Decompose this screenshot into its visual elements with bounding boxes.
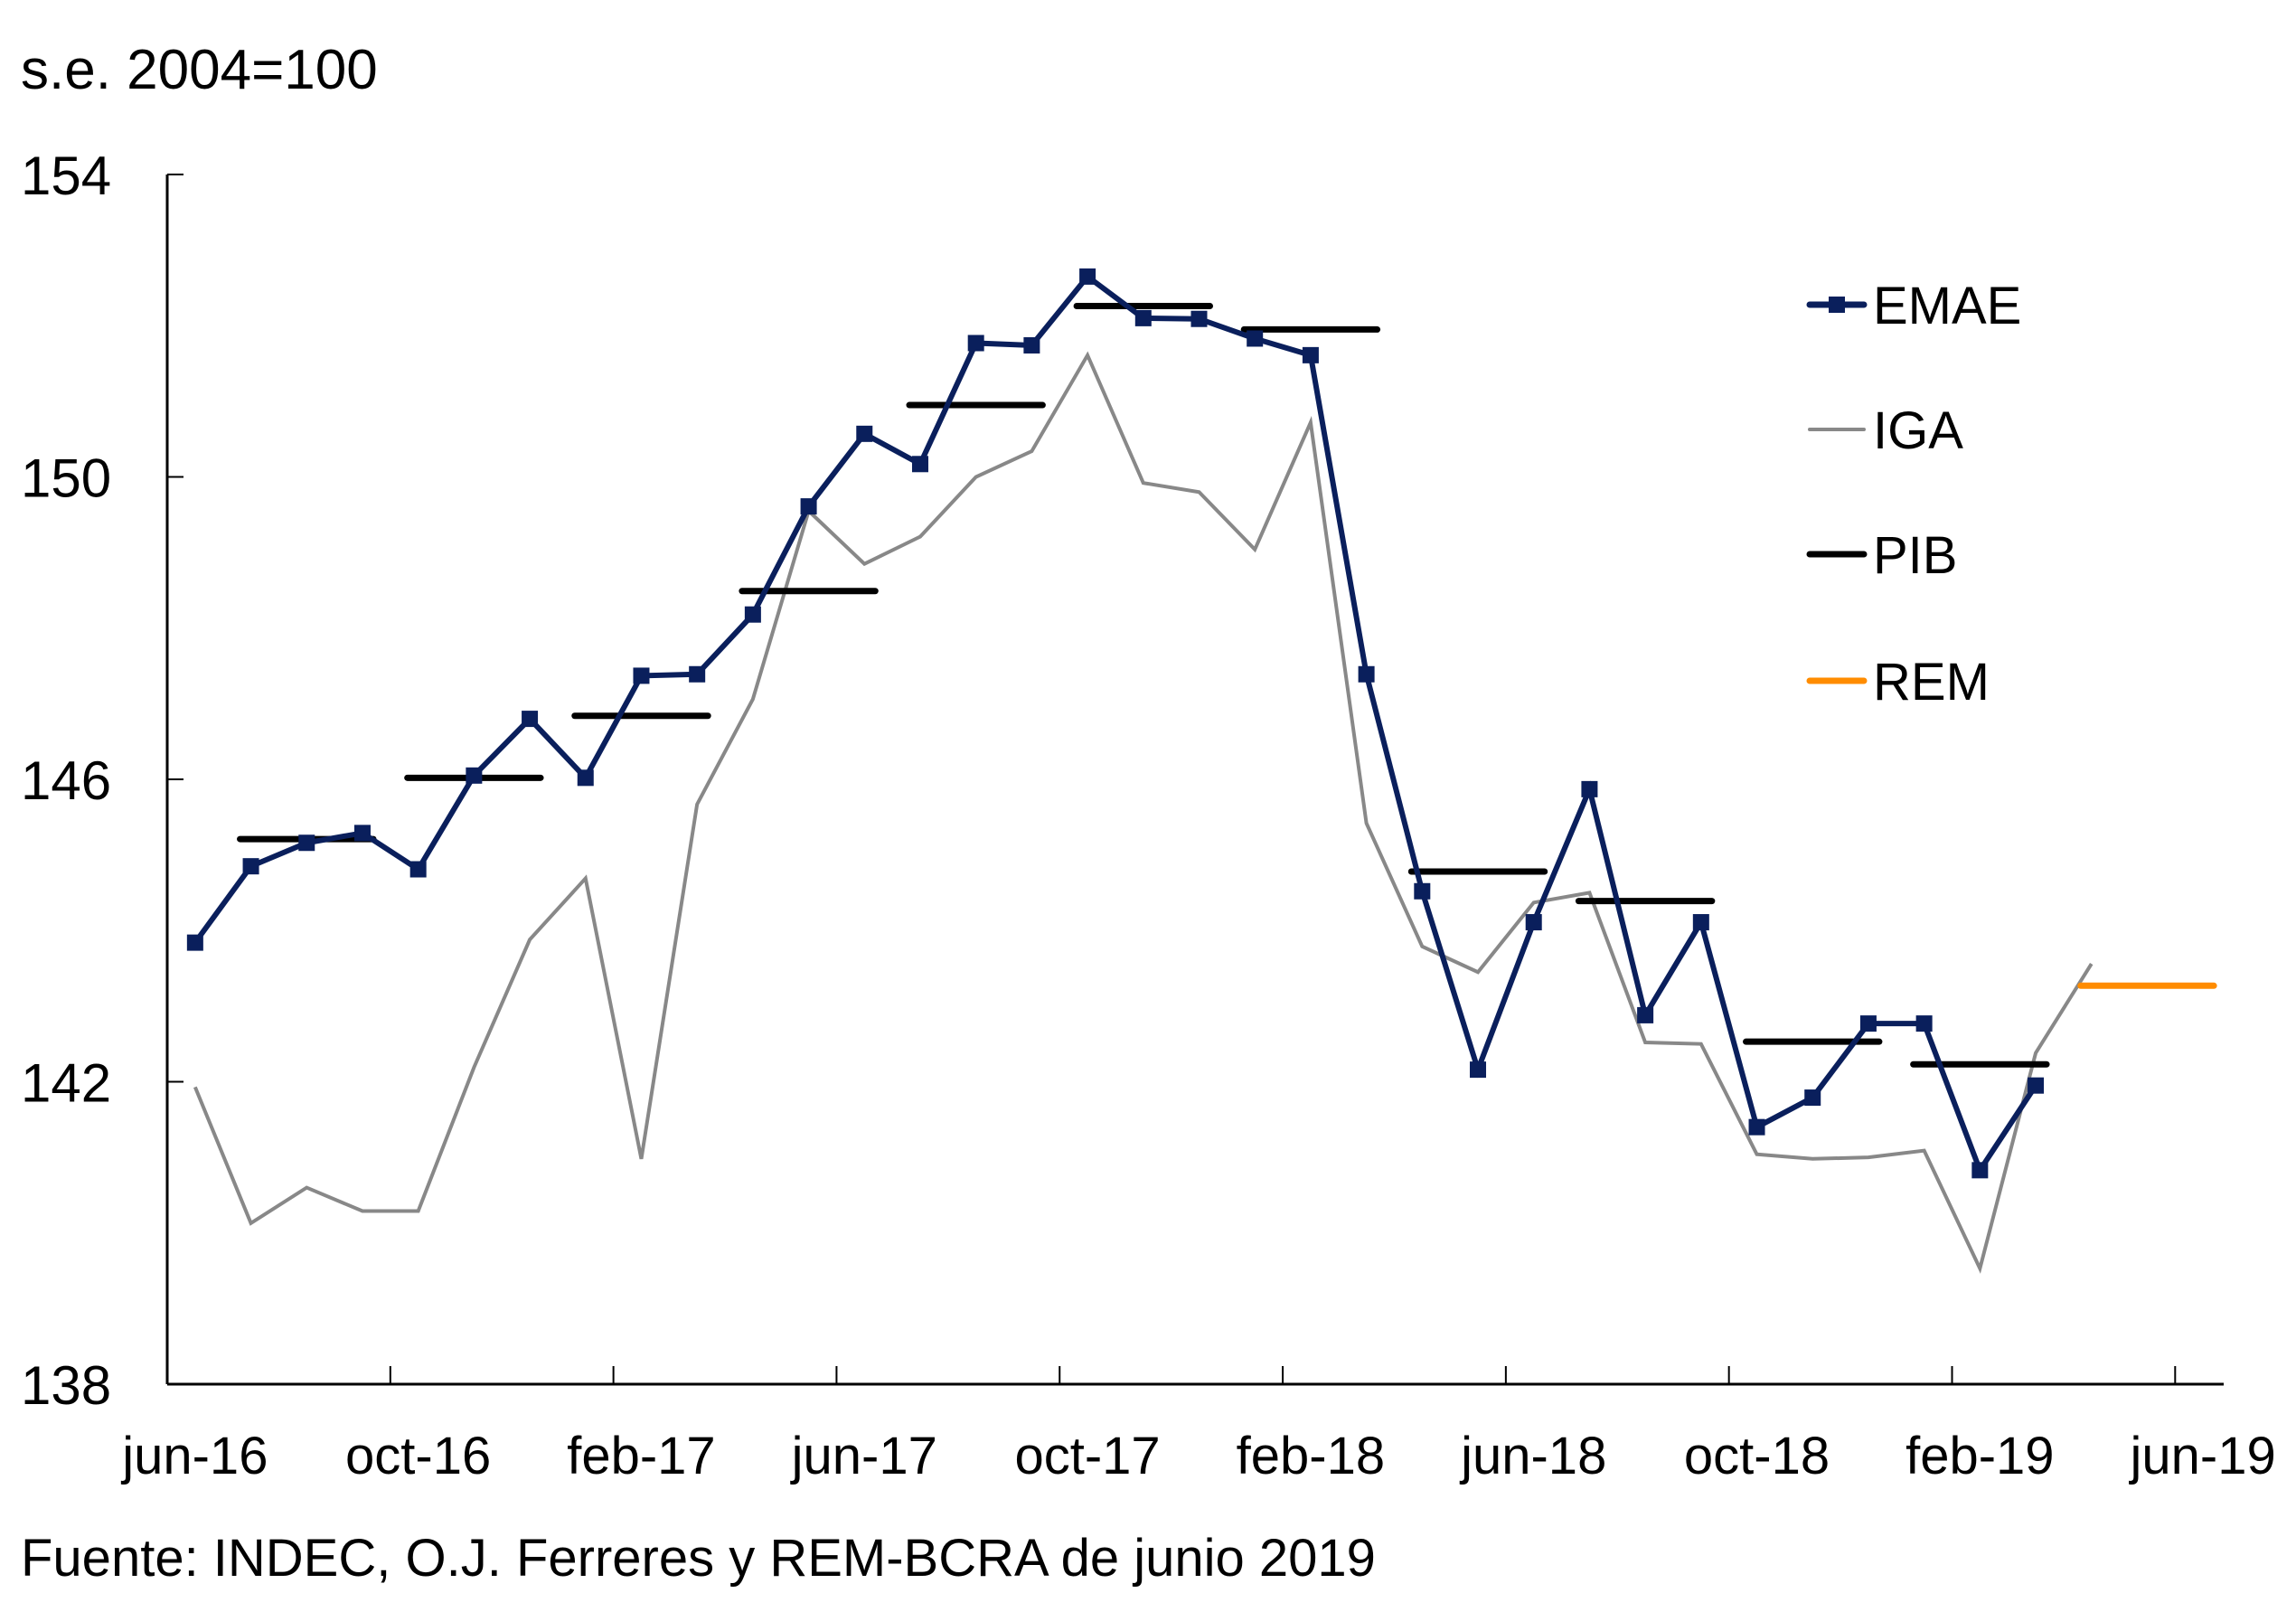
y-tick-label: 154 [21, 146, 111, 206]
legend-marker-emae [1829, 297, 1845, 313]
emae-marker [298, 834, 315, 852]
emae-marker [967, 335, 984, 352]
x-tick-label: oct-18 [1684, 1427, 1830, 1485]
emae-marker [689, 665, 706, 683]
emae-marker [633, 667, 650, 684]
emae-line [193, 272, 2038, 1176]
x-tick-labels: jun-16 oct-16 feb-17 jun-17 oct-17 feb-18 jun-… [120, 1427, 2276, 1485]
source-note: Fuente: INDEC, O.J. Ferreres y REM-BCRA … [21, 1529, 1376, 1588]
x-tick-label: jun-16 [120, 1427, 268, 1485]
y-tick-label: 146 [21, 750, 111, 811]
emae-marker [1023, 336, 1040, 354]
emae-marker [2028, 1077, 2045, 1094]
x-tick-label: jun-17 [790, 1427, 937, 1485]
legend: EMAE IGA PIB REM [1806, 277, 2021, 712]
emae-marker [1971, 1162, 1989, 1179]
y-unit-label: s.e. 2004=100 [21, 39, 378, 101]
legend-item-pib: PIB [1806, 526, 1958, 585]
y-ticks [167, 174, 183, 1385]
emae-marker [1470, 1061, 1487, 1079]
emae-marker [1692, 914, 1709, 931]
legend-item-rem: REM [1806, 653, 1990, 712]
series-emae [186, 268, 2045, 1179]
emae-marker [1748, 1118, 1765, 1136]
x-tick-label: oct-17 [1014, 1427, 1160, 1485]
emae-marker [856, 425, 873, 442]
series-pib [237, 303, 2050, 1068]
emae-marker [466, 767, 483, 784]
emae-marker [1358, 665, 1375, 683]
y-tick-label: 150 [21, 448, 111, 509]
x-ticks [389, 1366, 2177, 1384]
x-tick-label: jun-18 [1459, 1427, 1606, 1485]
emae-marker [1525, 914, 1542, 931]
emae-marker [409, 861, 427, 878]
legend-item-emae: EMAE [1806, 277, 2021, 335]
emae-marker [1247, 330, 1264, 347]
x-tick-label: feb-18 [1237, 1427, 1385, 1485]
emae-marker [353, 825, 371, 842]
emae-marker [522, 711, 539, 728]
legend-label: EMAE [1873, 277, 2021, 335]
emae-marker [1637, 1006, 1654, 1023]
legend-item-iga: IGA [1808, 401, 1963, 460]
legend-label: REM [1873, 653, 1990, 712]
emae-marker [1804, 1089, 1821, 1107]
emae-marker [1859, 1015, 1877, 1032]
plot-area [186, 268, 2217, 1274]
y-tick-label: 138 [21, 1355, 111, 1416]
emae-marker [186, 934, 203, 951]
iga-line [193, 351, 2094, 1274]
series-iga [193, 351, 2094, 1274]
emae-marker [1581, 780, 1598, 797]
emae-marker [800, 498, 817, 515]
emae-marker [911, 456, 928, 473]
emae-marker [577, 769, 594, 787]
emae-marker [744, 606, 761, 623]
legend-label: IGA [1873, 401, 1963, 460]
emae-marker [242, 858, 259, 875]
x-tick-label: feb-17 [567, 1427, 715, 1485]
x-tick-label: feb-19 [1905, 1427, 2054, 1485]
x-tick-label: oct-16 [345, 1427, 491, 1485]
emae-marker [1079, 268, 1096, 285]
emae-marker [1915, 1015, 1933, 1032]
emae-marker [1414, 882, 1431, 900]
legend-label: PIB [1873, 526, 1958, 585]
emae-marker [1302, 346, 1319, 363]
y-tick-labels: 154 150 146 142 138 [21, 146, 111, 1416]
emae-marker [1190, 310, 1208, 327]
emae-marker [1134, 309, 1152, 326]
x-tick-label: jun-19 [2129, 1427, 2276, 1485]
y-tick-label: 142 [21, 1053, 111, 1114]
